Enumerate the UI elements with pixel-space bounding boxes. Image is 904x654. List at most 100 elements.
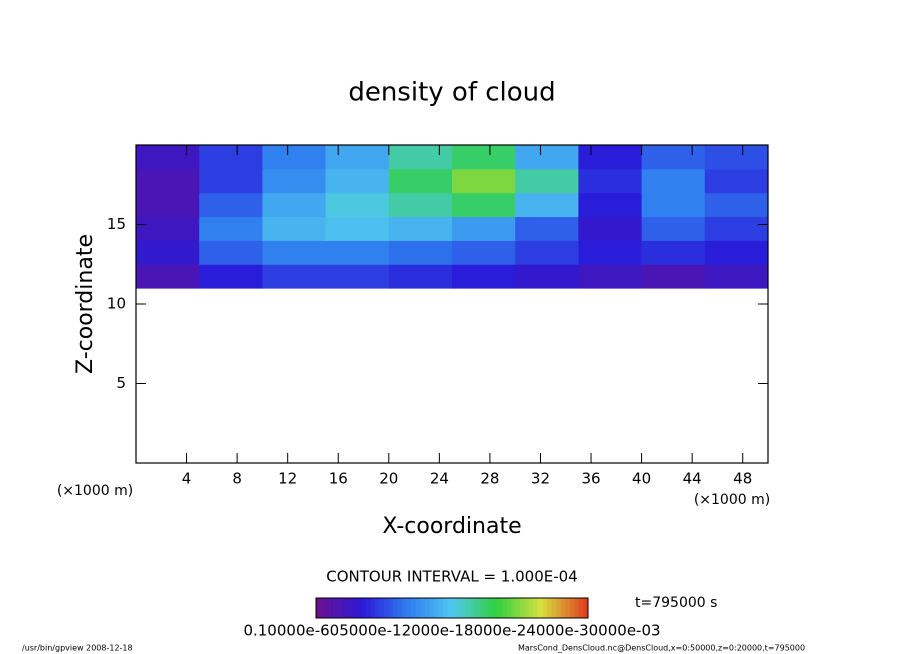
- cell: [262, 240, 327, 265]
- colorbar-swatch: [524, 598, 530, 618]
- colorbar-swatch: [402, 598, 407, 618]
- cell: [199, 192, 263, 218]
- colorbar-swatch: [560, 598, 566, 618]
- cell: [325, 216, 390, 241]
- x-tick-label: 28: [480, 470, 499, 488]
- cell: [515, 192, 579, 218]
- colorbar-frame: [315, 597, 589, 619]
- footer-right: MarsCond_DensCloud.nc@DensCloud,x=0:5000…: [518, 644, 805, 653]
- colorbar-swatch: [470, 598, 475, 618]
- cell: [515, 145, 579, 170]
- cell: [704, 216, 769, 241]
- colorbar-swatch: [506, 598, 512, 618]
- cell: [641, 216, 706, 241]
- cell: [578, 145, 643, 170]
- colorbar-swatch: [515, 598, 521, 618]
- x-tick-label: 24: [430, 470, 449, 488]
- colorbar-swatch: [352, 598, 358, 618]
- colorbar-swatch: [461, 598, 466, 618]
- colorbar-label: 0.10000e-605000e-12000e-18000e-24000e-30…: [243, 622, 660, 640]
- y-tick-label: 15: [107, 215, 126, 233]
- x-tick-label: 20: [379, 470, 398, 488]
- chart-title: density of cloud: [348, 78, 555, 108]
- cell: [452, 192, 516, 218]
- cell: [452, 216, 516, 241]
- x-tick-label: 48: [733, 470, 752, 488]
- colorbar-swatch: [447, 598, 453, 618]
- colorbar-swatch: [452, 598, 457, 618]
- cell: [515, 240, 579, 265]
- cell: [641, 145, 706, 170]
- colorbar-swatch: [578, 598, 584, 618]
- x-axis-label: X-coordinate: [382, 514, 521, 539]
- colorbar-swatch: [334, 598, 339, 618]
- cell: [515, 168, 579, 194]
- cell: [704, 192, 769, 218]
- cell: [452, 168, 516, 194]
- colorbar-swatch: [465, 598, 471, 618]
- cell: [515, 264, 579, 289]
- cell: [199, 145, 263, 170]
- cell: [262, 145, 327, 170]
- colorbar-swatch: [370, 598, 376, 618]
- cell: [388, 216, 453, 241]
- colorbar-swatch: [361, 598, 367, 618]
- cell: [325, 145, 390, 170]
- colorbar-swatch: [533, 598, 539, 618]
- colorbar-swatch: [510, 598, 516, 618]
- cell: [199, 264, 263, 289]
- colorbar-swatch: [551, 598, 557, 618]
- colorbar-swatch: [565, 598, 571, 618]
- x-tick-label: 44: [683, 470, 702, 488]
- cell: [262, 264, 327, 289]
- cell: [388, 240, 453, 265]
- cell: [578, 192, 643, 218]
- x-tick-label: 12: [278, 470, 297, 488]
- cell: [325, 168, 390, 194]
- colorbar-swatch: [529, 598, 534, 618]
- colorbar-swatch: [520, 598, 525, 618]
- cell: [388, 264, 453, 289]
- colorbar-swatch: [501, 598, 507, 618]
- colorbar-swatch: [397, 598, 403, 618]
- cell: [199, 168, 263, 194]
- cell: [641, 264, 706, 289]
- cell: [325, 192, 390, 218]
- colorbar-swatch: [420, 598, 426, 618]
- colorbar: [315, 597, 589, 619]
- cell: [325, 240, 390, 265]
- cell: [388, 145, 453, 170]
- cell: [578, 240, 643, 265]
- cell: [136, 264, 200, 289]
- colorbar-swatch: [347, 598, 353, 618]
- x-tick-label: 36: [581, 470, 600, 488]
- colorbar-swatch: [338, 598, 344, 618]
- cell: [641, 240, 706, 265]
- time-label: t=795000 s: [635, 595, 717, 611]
- cell: [136, 216, 200, 241]
- colorbar-swatch: [583, 598, 589, 618]
- cell: [641, 168, 706, 194]
- contour-interval: CONTOUR INTERVAL = 1.000E-04: [326, 568, 577, 586]
- colorbar-swatch: [329, 598, 335, 618]
- colorbar-swatch: [569, 598, 575, 618]
- colorbar-swatch: [479, 598, 485, 618]
- colorbar-swatch: [388, 598, 394, 618]
- cell: [704, 264, 769, 289]
- colorbar-swatch: [433, 598, 439, 618]
- cell: [388, 168, 453, 194]
- y-unit: (×1000 m): [57, 483, 133, 499]
- cell: [136, 240, 200, 265]
- colorbar-swatch: [356, 598, 362, 618]
- colorbar-swatch: [320, 598, 326, 618]
- cell: [136, 168, 200, 194]
- cell: [704, 240, 769, 265]
- x-tick-label: 16: [329, 470, 348, 488]
- colorbar-swatch: [442, 598, 448, 618]
- cell: [199, 216, 263, 241]
- cell: [325, 264, 390, 289]
- cell: [578, 216, 643, 241]
- colorbar-swatch: [429, 598, 435, 618]
- colorbar-swatch: [488, 598, 494, 618]
